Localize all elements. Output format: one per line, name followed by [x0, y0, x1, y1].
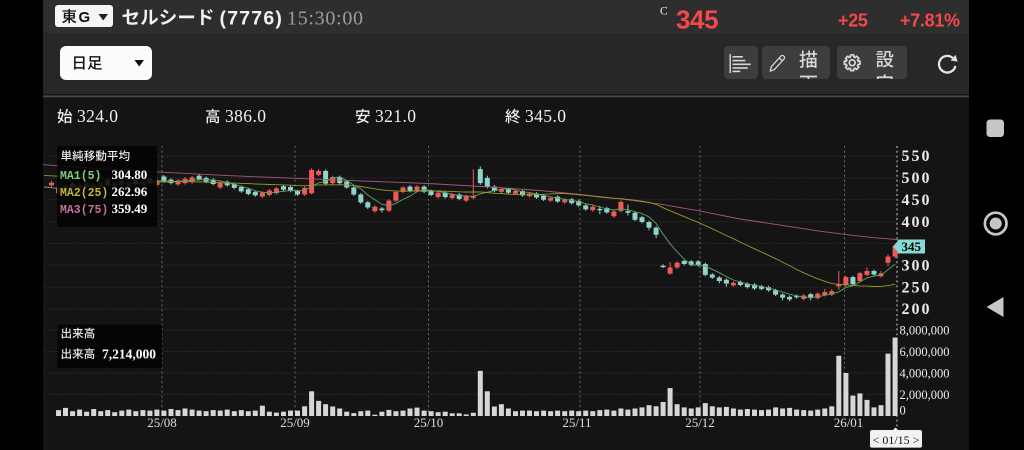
svg-text:6,000,000: 6,000,000 — [900, 345, 950, 359]
svg-text:250: 250 — [902, 279, 932, 296]
svg-text:400: 400 — [902, 214, 932, 231]
svg-text:+7.81%: +7.81% — [900, 11, 960, 31]
svg-text:MA3(75): MA3(75) — [60, 204, 108, 217]
svg-text:< 01/15 >: < 01/15 > — [873, 433, 920, 447]
svg-text:25/12: 25/12 — [685, 415, 715, 430]
svg-text:304.80: 304.80 — [112, 167, 148, 182]
svg-text:7,214,000: 7,214,000 — [102, 347, 156, 362]
svg-text:321.0: 321.0 — [375, 106, 416, 126]
svg-text:300: 300 — [902, 258, 932, 275]
svg-text:8,000,000: 8,000,000 — [900, 323, 950, 337]
svg-text:C: C — [660, 6, 668, 18]
svg-text:345: 345 — [901, 239, 921, 254]
svg-text:25/09: 25/09 — [280, 415, 310, 430]
svg-text:359.49: 359.49 — [112, 201, 148, 216]
svg-text:(7776): (7776) — [220, 8, 284, 30]
svg-text:25/11: 25/11 — [562, 415, 591, 430]
svg-text:15:30:00: 15:30:00 — [287, 8, 364, 30]
svg-text:MA1(5): MA1(5) — [60, 170, 101, 183]
svg-text:450: 450 — [902, 192, 932, 209]
svg-text:345.0: 345.0 — [525, 106, 566, 126]
svg-text:25/08: 25/08 — [147, 415, 177, 430]
svg-text:0: 0 — [900, 403, 906, 417]
svg-text:25/10: 25/10 — [414, 415, 444, 430]
svg-text:386.0: 386.0 — [225, 106, 266, 126]
svg-text:200: 200 — [902, 301, 932, 318]
svg-text:G: G — [79, 9, 91, 26]
svg-text:324.0: 324.0 — [77, 106, 118, 126]
svg-text:262.96: 262.96 — [112, 184, 148, 199]
svg-text:+25: +25 — [838, 11, 868, 31]
svg-text:26/01: 26/01 — [834, 415, 864, 430]
svg-text:500: 500 — [902, 170, 932, 187]
svg-text:550: 550 — [902, 148, 932, 165]
svg-text:4,000,000: 4,000,000 — [900, 366, 950, 380]
svg-text:MA2(25): MA2(25) — [60, 187, 108, 200]
svg-text:345: 345 — [676, 5, 718, 35]
svg-text:2,000,000: 2,000,000 — [900, 388, 950, 402]
